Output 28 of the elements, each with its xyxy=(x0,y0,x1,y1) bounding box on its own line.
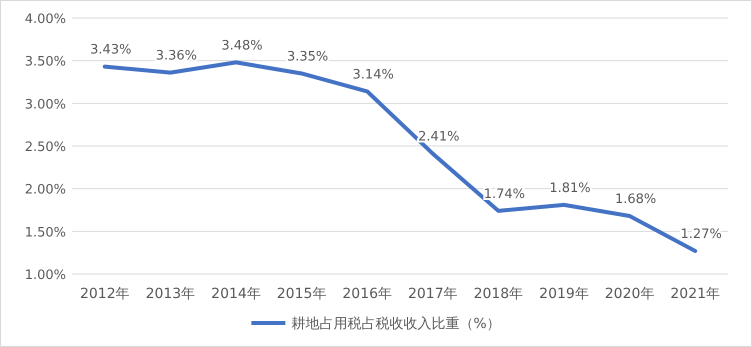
x-tick-label: 2013年 xyxy=(146,286,196,302)
x-tick-label: 2018年 xyxy=(474,286,524,302)
data-label: 3.48% xyxy=(221,38,263,54)
x-tick-label: 2012年 xyxy=(80,286,130,302)
x-tick-label: 2015年 xyxy=(276,286,326,302)
data-label: 3.14% xyxy=(352,67,394,82)
y-tick-label: 1.50% xyxy=(24,225,66,240)
data-label: 1.74% xyxy=(484,186,526,202)
data-label: 1.68% xyxy=(614,192,656,207)
legend-label: 耕地占用税占税收收入比重（%） xyxy=(291,316,501,332)
y-tick-label: 1.00% xyxy=(24,268,66,283)
data-label: 3.35% xyxy=(286,49,328,64)
y-tick-label: 2.00% xyxy=(24,182,66,198)
y-tick-label: 4.00% xyxy=(24,12,66,27)
data-label: 2.41% xyxy=(418,130,460,145)
data-label: 1.81% xyxy=(549,180,591,196)
y-tick-label: 3.50% xyxy=(24,54,66,70)
x-tick-label: 2014年 xyxy=(211,286,261,302)
y-tick-label: 3.00% xyxy=(24,97,66,112)
x-tick-label: 2017年 xyxy=(408,286,458,302)
y-tick-label: 2.50% xyxy=(24,140,66,155)
x-tick-label: 2020年 xyxy=(604,286,654,302)
x-tick-label: 2019年 xyxy=(539,286,589,302)
data-label: 3.36% xyxy=(156,48,198,64)
data-label: 3.43% xyxy=(90,42,132,58)
x-tick-label: 2021年 xyxy=(670,286,720,302)
data-label: 1.27% xyxy=(680,226,722,242)
x-tick-label: 2016年 xyxy=(342,286,392,302)
